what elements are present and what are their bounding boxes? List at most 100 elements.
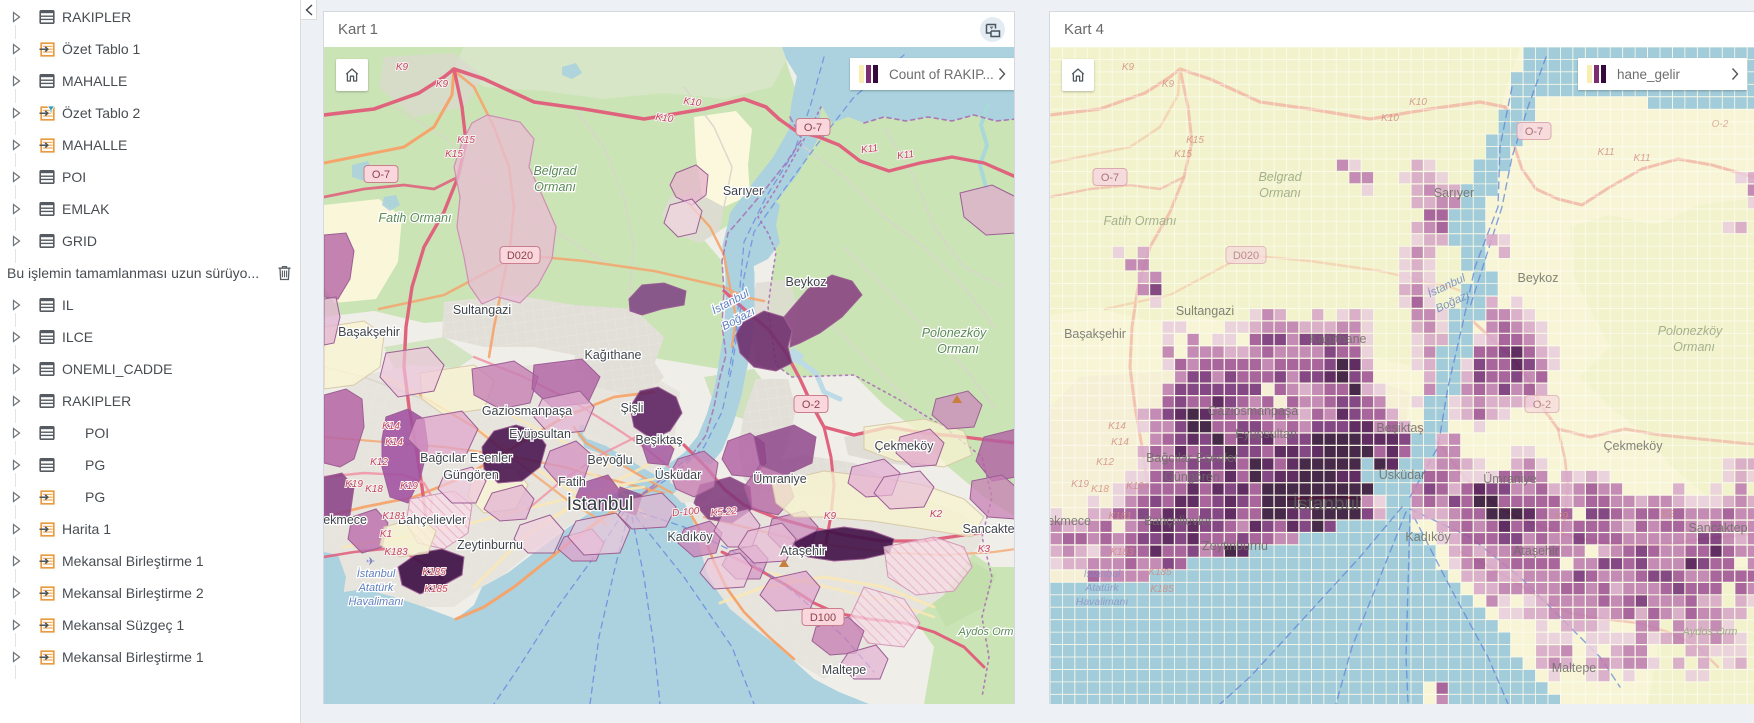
svg-text:K15: K15 (1186, 135, 1204, 146)
svg-text:K15: K15 (445, 149, 463, 160)
svg-text:K5.22: K5.22 (710, 506, 737, 519)
svg-text:K1: K1 (380, 529, 392, 540)
svg-text:Atatürk: Atatürk (1084, 582, 1119, 594)
svg-text:Havalimanı: Havalimanı (348, 596, 403, 608)
svg-text:Esenler: Esenler (1196, 451, 1238, 465)
svg-text:İstanbul: İstanbul (1084, 568, 1121, 580)
svg-text:Zeytinburnu: Zeytinburnu (457, 538, 523, 552)
svg-text:Ümraniye: Ümraniye (753, 472, 807, 486)
svg-text:K183: K183 (384, 547, 408, 558)
svg-text:Bahçelievler: Bahçelievler (398, 513, 466, 527)
svg-text:O-7: O-7 (372, 169, 390, 181)
svg-text:K10: K10 (1381, 113, 1399, 124)
svg-text:✈: ✈ (366, 556, 375, 568)
svg-text:Ormanı: Ormanı (1673, 340, 1715, 354)
svg-text:K19: K19 (345, 479, 363, 490)
svg-text:Maltepe: Maltepe (822, 663, 867, 677)
svg-text:Gaziosmanpaşa: Gaziosmanpaşa (1208, 404, 1298, 418)
svg-text:K12: K12 (370, 457, 388, 468)
svg-text:Belgrad: Belgrad (533, 164, 577, 178)
svg-text:Bağcılar: Bağcılar (1146, 451, 1192, 465)
svg-text:Havalimanı: Havalimanı (1076, 596, 1129, 608)
svg-text:K18: K18 (365, 484, 383, 495)
svg-text:Beşiktaş: Beşiktaş (1376, 421, 1423, 435)
svg-text:K9: K9 (396, 62, 409, 73)
svg-text:Ataşehir: Ataşehir (780, 544, 826, 558)
svg-text:Ataşehir: Ataşehir (1513, 544, 1559, 558)
svg-text:K2: K2 (930, 509, 943, 520)
svg-text:K19: K19 (1071, 479, 1089, 490)
svg-text:Esenler: Esenler (470, 451, 512, 465)
svg-text:Aydos Orm: Aydos Orm (1682, 626, 1738, 638)
svg-text:O-2: O-2 (1712, 119, 1729, 130)
svg-text:K11: K11 (1597, 147, 1614, 158)
svg-text:Ümraniye: Ümraniye (1483, 472, 1537, 486)
svg-text:K14: K14 (1111, 437, 1129, 448)
svg-text:K9: K9 (1122, 62, 1135, 73)
svg-text:K9: K9 (1162, 79, 1175, 90)
svg-text:K11: K11 (1633, 153, 1650, 164)
svg-text:Ormanı: Ormanı (937, 342, 979, 356)
svg-text:K19: K19 (400, 481, 418, 492)
svg-text:Kadıköy: Kadıköy (667, 530, 713, 544)
svg-text:Güngören: Güngören (443, 468, 499, 482)
svg-text:K15: K15 (457, 135, 475, 146)
svg-text:Bağcılar: Bağcılar (420, 451, 466, 465)
svg-text:Eyüpsultan: Eyüpsultan (1235, 427, 1297, 441)
svg-text:Çekmeköy: Çekmeköy (1603, 439, 1663, 453)
svg-text:Sancaktep: Sancaktep (962, 522, 1014, 536)
svg-text:Üsküdar: Üsküdar (655, 468, 702, 482)
svg-text:K185: K185 (1150, 584, 1174, 595)
svg-text:K12: K12 (1096, 457, 1114, 468)
svg-text:K9: K9 (824, 511, 837, 522)
svg-text:K11: K11 (896, 149, 914, 162)
svg-text:K183: K183 (1110, 547, 1134, 558)
svg-text:Fatih Ormanı: Fatih Ormanı (1104, 214, 1177, 228)
svg-text:Başakşehir: Başakşehir (1064, 327, 1126, 341)
svg-text:K185: K185 (424, 584, 448, 595)
svg-text:Beykoz: Beykoz (786, 275, 827, 289)
svg-text:Aydos Orm: Aydos Orm (958, 626, 1014, 638)
svg-text:Fatih: Fatih (558, 475, 586, 489)
svg-text:Sarıyer: Sarıyer (723, 184, 763, 198)
svg-text:Çekmeköy: Çekmeköy (874, 439, 934, 453)
svg-text:O-2: O-2 (802, 399, 820, 411)
svg-text:Beşiktaş: Beşiktaş (635, 433, 682, 447)
svg-text:O-7: O-7 (1101, 172, 1119, 184)
svg-text:K11: K11 (860, 143, 878, 156)
svg-text:İstanbul: İstanbul (1293, 494, 1360, 515)
svg-text:Kağıthane: Kağıthane (585, 348, 642, 362)
svg-text:Güngören: Güngören (1164, 470, 1220, 484)
svg-text:K9: K9 (1556, 511, 1569, 522)
svg-text:K9: K9 (436, 79, 449, 90)
svg-text:K185: K185 (422, 567, 446, 578)
svg-text:Şişli: Şişli (621, 401, 644, 415)
svg-text:O-7: O-7 (1525, 126, 1543, 138)
svg-text:çekmece: çekmece (324, 513, 367, 527)
svg-text:Üsküdar: Üsküdar (1379, 468, 1426, 482)
svg-text:D020: D020 (507, 250, 533, 262)
svg-text:Fatih Ormanı: Fatih Ormanı (379, 211, 452, 225)
svg-text:Başakşehir: Başakşehir (338, 325, 400, 339)
svg-text:İstanbul: İstanbul (357, 568, 396, 580)
svg-text:O-2: O-2 (1533, 399, 1551, 411)
svg-text:K10: K10 (683, 96, 703, 109)
svg-text:Ormanı: Ormanı (1259, 186, 1301, 200)
svg-text:K3: K3 (978, 544, 991, 555)
svg-text:Sultangazi: Sultangazi (1176, 304, 1234, 318)
svg-text:Kadıköy: Kadıköy (1405, 530, 1451, 544)
svg-text:Eyüpsultan: Eyüpsultan (509, 427, 571, 441)
svg-text:Beykoz: Beykoz (1518, 271, 1559, 285)
svg-text:O-7: O-7 (804, 122, 822, 134)
svg-text:D-100: D-100 (672, 506, 701, 519)
svg-text:Atatürk: Atatürk (358, 582, 394, 594)
svg-text:Bahçelievler: Bahçelievler (1144, 514, 1212, 528)
svg-text:K181: K181 (382, 511, 405, 522)
svg-text:K18: K18 (1091, 484, 1109, 495)
svg-text:Polonezköy: Polonezköy (1658, 324, 1723, 338)
svg-text:Ormanı: Ormanı (534, 180, 576, 194)
svg-text:K14: K14 (1108, 421, 1126, 432)
svg-text:Polonezköy: Polonezköy (922, 326, 987, 340)
svg-text:K10: K10 (655, 112, 675, 125)
svg-text:K10: K10 (1409, 97, 1427, 108)
